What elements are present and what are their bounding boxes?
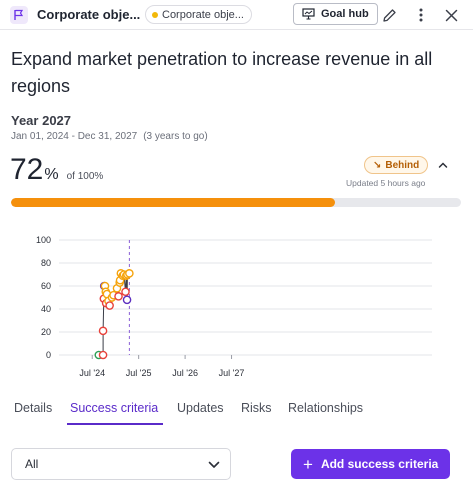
tab-risks[interactable]: Risks: [241, 401, 272, 415]
last-updated: Updated 5 hours ago: [346, 178, 426, 188]
filter-selected-value: All: [25, 457, 39, 471]
progress-number: 72: [10, 153, 44, 186]
data-point: [125, 269, 134, 278]
y-tick-label: 20: [41, 327, 51, 337]
progress-percent-symbol: %: [44, 166, 59, 183]
y-tick-label: 100: [36, 235, 51, 245]
goal-title: Expand market penetration to increase re…: [11, 49, 433, 96]
data-point: [121, 287, 130, 297]
progress-bar-fill: [11, 198, 335, 207]
close-button[interactable]: [440, 4, 462, 26]
progress-bar: [11, 198, 461, 207]
y-tick-label: 80: [41, 258, 51, 268]
status-label: Behind: [385, 159, 420, 171]
trend-down-icon: ↘: [373, 159, 382, 171]
chevron-down-icon: [208, 461, 220, 468]
data-point: [98, 350, 108, 360]
pencil-icon: [382, 8, 396, 22]
tab-success-criteria[interactable]: Success criteria: [70, 401, 159, 415]
active-tab-indicator: [67, 423, 163, 425]
tab-updates[interactable]: Updates: [177, 401, 224, 415]
data-point: [98, 326, 108, 336]
data-point: [114, 292, 123, 301]
years-to-go: (3 years to go): [143, 131, 208, 142]
period-date-range: Jan 01, 2024 - Dec 31, 2027: [11, 131, 138, 142]
progress-chart: 0 20 40 60 80 100 Jul '24 Jul '25 Jul '26 Jul '27: [36, 235, 432, 378]
tab-relationships[interactable]: Relationships: [288, 401, 364, 415]
goal-hub-label: Goal hub: [321, 8, 369, 20]
plus-icon: +: [303, 454, 313, 474]
data-point: [105, 301, 114, 310]
status-badge: ↘ Behind: [364, 156, 429, 174]
edit-button[interactable]: [378, 4, 400, 26]
parent-goal-chip[interactable]: Corporate obje...: [145, 5, 252, 24]
status-dot: [152, 11, 158, 18]
progress-of-total: of 100%: [66, 171, 104, 182]
flag-icon: [10, 6, 28, 24]
x-tick-label: Jul '24: [79, 368, 105, 378]
goal-hub-button[interactable]: Goal hub: [293, 3, 378, 25]
more-options-button[interactable]: [410, 4, 432, 26]
progress-value: 72 % of 100%: [10, 153, 103, 187]
presentation-icon: [302, 8, 315, 20]
y-tick-label: 0: [46, 350, 51, 360]
y-tick-label: 60: [41, 281, 51, 291]
data-point: [122, 295, 132, 305]
x-tick-label: Jul '27: [219, 368, 245, 378]
goal-type-title[interactable]: Corporate obje...: [37, 7, 141, 22]
x-tick-label: Jul '25: [126, 368, 152, 378]
collapse-button[interactable]: [436, 158, 450, 172]
add-button-label: Add success criteria: [320, 457, 439, 471]
tab-bar: Details Success criteria Updates Risks R…: [0, 398, 473, 426]
add-success-criteria-button[interactable]: + Add success criteria: [291, 449, 450, 479]
criteria-filter-select[interactable]: All: [11, 448, 231, 480]
parent-goal-label: Corporate obje...: [162, 8, 244, 21]
header-bar: Corporate obje... Corporate obje... Goal…: [0, 0, 473, 30]
y-tick-label: 40: [41, 304, 51, 314]
tab-details[interactable]: Details: [14, 401, 53, 415]
chevron-up-icon: [438, 162, 448, 168]
x-tick-label: Jul '26: [172, 368, 198, 378]
more-vertical-icon: [419, 8, 423, 22]
close-icon: [445, 9, 457, 21]
period-dates: Jan 01, 2024 - Dec 31, 2027 (3 years to g…: [11, 131, 208, 142]
period-name: Year 2027: [11, 113, 72, 128]
